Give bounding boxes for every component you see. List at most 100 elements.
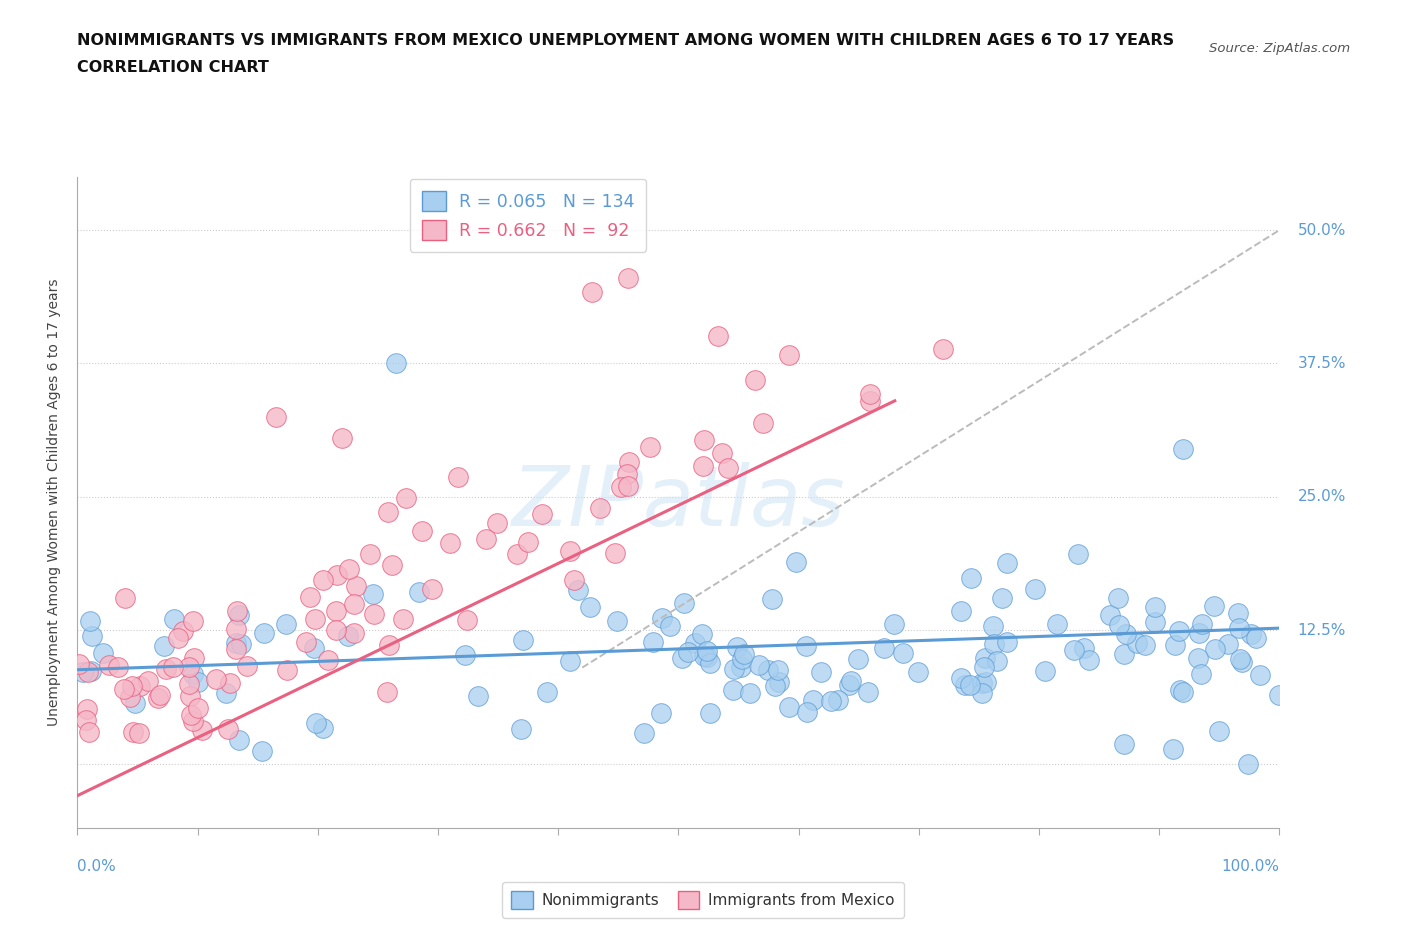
Point (1108, 618, 1130, 632)
Point (172, 623, 194, 638)
Point (1229, 652, 1251, 667)
Point (375, 685, 398, 700)
Point (973, 659, 995, 674)
Point (167, 631, 190, 645)
Point (1208, 724, 1230, 738)
Point (676, 644, 699, 659)
Point (633, 725, 655, 740)
Point (650, 706, 672, 721)
Point (98, 658, 121, 672)
Point (302, 641, 325, 656)
Point (264, 409, 287, 424)
Text: 25.0%: 25.0% (1298, 489, 1346, 504)
Point (562, 572, 585, 587)
Point (766, 662, 789, 677)
Point (690, 627, 713, 642)
Point (617, 454, 640, 469)
Point (693, 432, 716, 447)
Point (330, 431, 353, 445)
Point (567, 583, 589, 598)
Point (752, 415, 775, 430)
Point (970, 685, 993, 700)
Point (325, 604, 347, 618)
Point (312, 573, 335, 588)
Point (801, 692, 824, 707)
Point (512, 632, 534, 647)
Legend: Nonimmigrants, Immigrants from Mexico: Nonimmigrants, Immigrants from Mexico (502, 882, 904, 918)
Point (986, 654, 1008, 669)
Point (638, 439, 661, 454)
Point (359, 546, 381, 561)
Point (377, 505, 399, 520)
Point (1168, 683, 1191, 698)
Point (1240, 627, 1263, 642)
Point (179, 677, 201, 692)
Text: 37.5%: 37.5% (1298, 356, 1346, 371)
Point (1226, 605, 1249, 620)
Point (163, 612, 186, 627)
Point (204, 671, 226, 686)
Point (973, 651, 995, 666)
Point (606, 613, 628, 628)
Point (80, 629, 103, 644)
Point (1204, 642, 1226, 657)
Point (1204, 599, 1226, 614)
Point (820, 694, 842, 709)
Point (295, 634, 318, 649)
Point (1237, 756, 1260, 771)
Point (1143, 615, 1166, 630)
Point (183, 650, 205, 665)
Point (1161, 741, 1184, 756)
Point (153, 638, 176, 653)
Point (838, 678, 860, 693)
Point (710, 445, 733, 460)
Point (76, 701, 98, 716)
Point (217, 722, 239, 737)
Point (763, 679, 786, 694)
Point (643, 635, 665, 650)
Point (672, 596, 695, 611)
Point (1173, 442, 1195, 457)
Point (162, 659, 184, 674)
Point (225, 621, 247, 636)
Point (785, 554, 807, 569)
Point (219, 675, 242, 690)
Point (810, 665, 832, 680)
Point (981, 618, 1004, 633)
Point (180, 708, 202, 723)
Text: ZIPatlas: ZIPatlas (512, 461, 845, 543)
Point (1115, 627, 1137, 642)
Point (616, 479, 638, 494)
Text: NONIMMIGRANTS VS IMMIGRANTS FROM MEXICO UNEMPLOYMENT AMONG WOMEN WITH CHILDREN A: NONIMMIGRANTS VS IMMIGRANTS FROM MEXICO … (77, 33, 1174, 47)
Point (696, 644, 718, 658)
Point (325, 623, 347, 638)
Point (112, 682, 135, 697)
Point (716, 461, 738, 476)
Point (316, 653, 339, 668)
Point (725, 640, 748, 655)
Point (225, 642, 247, 657)
Point (873, 640, 896, 655)
Legend: R = 0.065   N = 134, R = 0.662   N =  92: R = 0.065 N = 134, R = 0.662 N = 92 (411, 179, 647, 252)
Point (456, 613, 478, 628)
Point (67, 657, 90, 671)
Point (991, 591, 1014, 605)
Point (1189, 666, 1212, 681)
Point (361, 587, 384, 602)
Point (1112, 737, 1135, 751)
Point (392, 611, 415, 626)
Point (1164, 637, 1187, 652)
Point (699, 656, 721, 671)
Point (530, 507, 553, 522)
Point (536, 685, 558, 700)
Point (932, 342, 955, 357)
Point (299, 589, 322, 604)
Point (756, 662, 779, 677)
Point (578, 600, 600, 615)
Point (77, 664, 100, 679)
Point (603, 546, 626, 561)
Point (311, 720, 333, 735)
Point (1067, 547, 1090, 562)
Point (75, 712, 97, 727)
Point (1171, 684, 1194, 699)
